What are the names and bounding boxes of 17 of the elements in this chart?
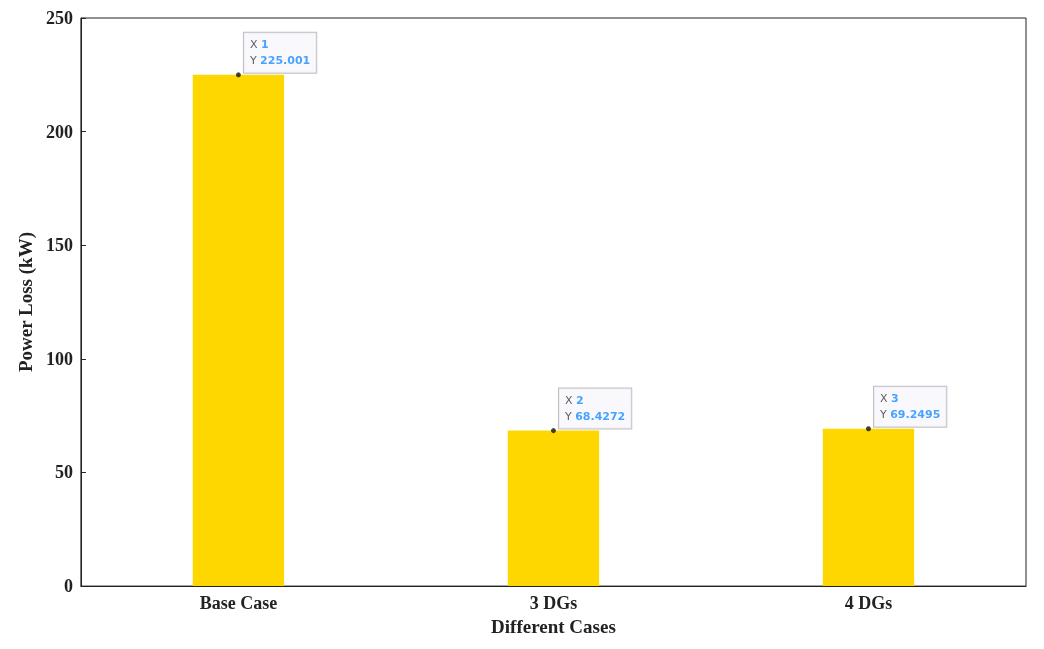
y-tick-label: 150 [45,235,73,256]
bar [507,430,600,587]
y-tick-label: 0 [63,576,73,597]
y-axis-title: Power Loss (kW) [15,232,37,373]
y-tick-label: 100 [45,348,73,369]
bar [822,428,915,587]
x-tick-label: 3 DGs [529,593,578,614]
x-tick-label: 4 DGs [844,593,893,614]
annotation: X 2 Y 68.4272 [563,394,626,424]
annotation: X 3 Y 69.2495 [878,392,941,422]
y-tick-label: 50 [54,462,73,483]
y-tick-label: 200 [45,121,73,142]
y-tick-label: 250 [45,8,73,28]
annotation: X 1 Y 225.001 [248,38,311,68]
x-tick-label: Base Case [199,593,278,614]
bar [192,74,285,587]
x-axis-title: Different Cases [491,616,616,637]
